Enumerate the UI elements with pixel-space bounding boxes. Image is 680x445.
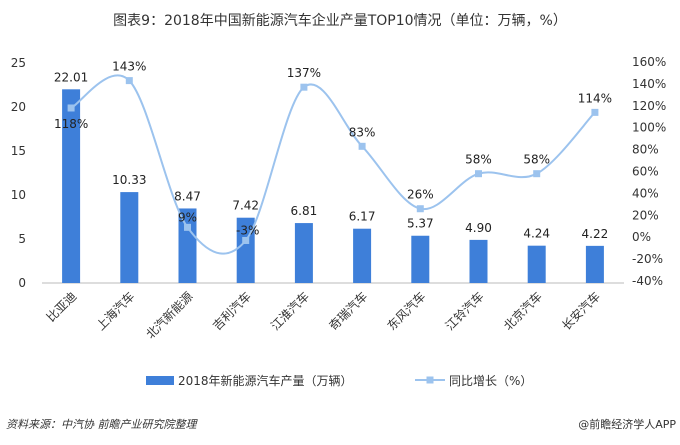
y-right-tick: 60% [632, 165, 659, 179]
line-label: 26% [407, 188, 434, 202]
bar [353, 228, 372, 283]
x-tick-label: 上海汽车 [93, 289, 138, 334]
legend-bar-swatch [146, 376, 174, 385]
y-right-tick: -20% [632, 252, 663, 266]
y-right-tick: 40% [632, 186, 659, 200]
line-label: -3% [236, 223, 259, 237]
y-right-tick: 120% [632, 99, 666, 113]
x-tick-label: 奇瑞汽车 [326, 289, 371, 334]
line-label: 137% [287, 66, 321, 80]
line-label: 9% [178, 210, 197, 224]
bar-label: 4.24 [523, 227, 550, 241]
bar-label: 8.47 [174, 189, 201, 203]
y-right-tick: 80% [632, 143, 659, 157]
legend-bar-label: 2018年新能源汽车产量（万辆） [178, 373, 353, 388]
bar-label: 6.81 [291, 204, 318, 218]
y-right-tick: 100% [632, 121, 666, 135]
bar-label: 10.33 [112, 173, 146, 187]
y-left-tick: 15 [11, 144, 26, 158]
bar-label: 6.17 [349, 210, 376, 224]
line-marker [300, 83, 308, 91]
legend-line-label: 同比增长（%） [449, 374, 532, 388]
x-tick-label: 吉利汽车 [209, 289, 254, 334]
bar-label: 7.42 [232, 199, 259, 213]
line-marker [416, 205, 424, 213]
y-left-tick: 20 [11, 100, 26, 114]
bar [469, 239, 488, 283]
line-marker [358, 142, 366, 150]
bar [120, 192, 139, 283]
bar [411, 235, 430, 283]
bar [62, 89, 81, 283]
growth-line [70, 74, 596, 255]
line-label: 58% [465, 153, 492, 167]
y-right-tick: 160% [632, 55, 666, 69]
line-label: 118% [54, 117, 88, 131]
line-marker [475, 170, 482, 178]
line-label: 58% [523, 153, 550, 167]
line-marker [533, 170, 541, 178]
x-tick-label: 江淮汽车 [267, 289, 312, 334]
bar [178, 208, 197, 283]
y-right-tick: -40% [632, 274, 663, 288]
bar-label: 22.01 [54, 70, 88, 84]
bar-label: 4.22 [582, 227, 609, 241]
line-marker [125, 77, 133, 85]
x-tick-label: 长安汽车 [558, 289, 603, 334]
x-tick-label: 江铃汽车 [442, 289, 487, 334]
chart-title: 图表9：2018年中国新能源汽车企业产量TOP10情况（单位：万辆，%） [113, 13, 567, 29]
x-tick-label: 东风汽车 [384, 289, 429, 334]
bar-label: 4.90 [465, 221, 492, 235]
y-right-tick: 20% [632, 208, 659, 222]
bar [585, 245, 604, 283]
legend-line-marker [426, 376, 434, 384]
line-marker [67, 104, 75, 112]
x-tick-label: 北京汽车 [500, 289, 545, 334]
line-label: 143% [112, 60, 146, 74]
y-left-tick: 10 [11, 188, 26, 202]
y-left-tick: 5 [18, 232, 26, 246]
y-right-tick: 140% [632, 77, 666, 91]
bar [294, 223, 313, 283]
line-marker [242, 236, 250, 244]
bar-label: 5.37 [407, 217, 434, 231]
line-marker [591, 108, 599, 116]
line-marker [184, 223, 191, 231]
line-label: 83% [349, 125, 376, 139]
source-note: 资料来源：中汽协 前瞻产业研究院整理 [6, 418, 197, 431]
y-right-tick: 0% [632, 230, 651, 244]
brand-watermark: @前瞻经济学人APP [578, 418, 676, 431]
line-label: 114% [578, 91, 612, 105]
bar [527, 245, 546, 283]
x-tick-label: 北汽新能源 [143, 289, 196, 342]
x-tick-label: 比亚迪 [44, 289, 79, 324]
y-left-tick: 25 [11, 56, 26, 70]
y-left-tick: 0 [18, 276, 26, 290]
